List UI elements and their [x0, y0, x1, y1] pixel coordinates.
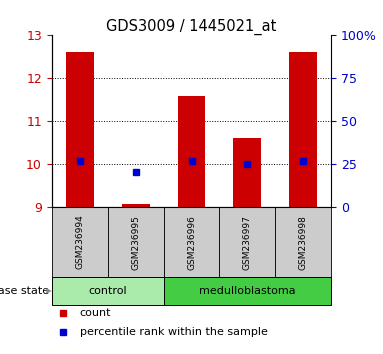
Text: control: control [88, 286, 127, 296]
Bar [66, 52, 94, 207]
Text: percentile rank within the sample: percentile rank within the sample [80, 327, 268, 337]
Text: GSM236995: GSM236995 [131, 215, 140, 269]
Bar [52, 207, 108, 277]
Text: disease state: disease state [0, 286, 49, 296]
Bar [234, 138, 262, 207]
Bar [108, 207, 164, 277]
Text: count: count [80, 308, 111, 318]
Text: GSM236994: GSM236994 [75, 215, 84, 269]
Bar [290, 52, 318, 207]
Text: GSM236997: GSM236997 [243, 215, 252, 269]
Bar [164, 207, 219, 277]
Bar [178, 96, 206, 207]
Bar [52, 277, 164, 305]
Bar [122, 204, 150, 207]
Text: medulloblastoma: medulloblastoma [199, 286, 296, 296]
Bar [275, 207, 331, 277]
Title: GDS3009 / 1445021_at: GDS3009 / 1445021_at [106, 19, 277, 35]
Bar [164, 277, 331, 305]
Text: GSM236998: GSM236998 [299, 215, 308, 269]
Text: GSM236996: GSM236996 [187, 215, 196, 269]
Bar [219, 207, 275, 277]
